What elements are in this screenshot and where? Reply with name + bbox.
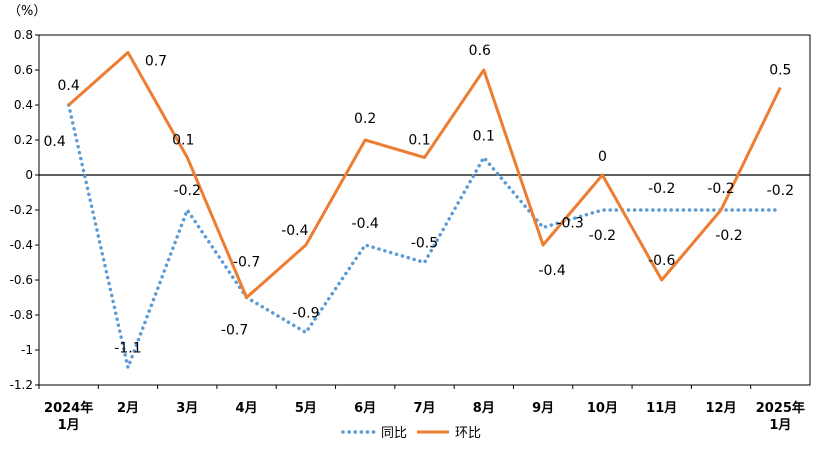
mom-data-label: 0.6 [469,43,491,59]
y-tick-label: -0.2 [10,203,33,217]
yoy-data-label: 0.4 [44,134,66,150]
x-tick-label: 2025年 [756,400,805,416]
legend-label-mom: 环比 [455,426,481,441]
x-tick-label: 2月 [117,401,139,416]
yoy-data-label: -0.2 [767,183,794,199]
y-tick-label: -1.2 [10,378,33,392]
legend-label-yoy: 同比 [381,426,407,441]
x-axis: 2024年 1月 2月 3月 4月 5月 6月 7月 8月 9月 10月 11月 12月 2025年 1月 [38,385,805,433]
x-tick-label: 7月 [413,401,435,416]
y-tick-label: 0 [25,168,33,182]
x-tick-label: 11月 [646,401,677,416]
y-axis: 0.8 0.6 0.4 0.2 0 -0.2 -0.4 -0.6 -0.8 -1 -1.2 [10,28,39,392]
data-labels: 0.4 -1.1 -0.2 -0.7 -0.9 -0.4 -0.5 0.1 -0.3 -0.2 -0… [44,43,794,357]
y-tick-label: 0.8 [14,28,33,42]
yoy-data-label: -0.2 [707,181,734,197]
mom-data-label: 0.4 [58,78,80,94]
yoy-data-label: -0.2 [648,181,675,197]
mom-data-label: 0.1 [408,133,430,149]
x-tick-label: 12月 [705,401,736,416]
y-tick-label: -0.8 [10,308,33,322]
yoy-data-label: 0.1 [473,129,495,145]
yoy-data-label: -0.7 [221,323,248,339]
mom-data-label: 0.2 [354,111,376,127]
y-tick-label: 0.6 [14,63,33,77]
yoy-data-label: -0.2 [589,228,616,244]
x-tick-label: 1月 [769,418,791,433]
mom-data-label: -0.2 [715,228,742,244]
x-tick-label: 1月 [58,418,80,433]
mom-data-label: 0.7 [145,54,167,70]
yoy-data-label: -0.5 [411,236,438,252]
yoy-data-label: -0.9 [292,306,319,322]
mom-data-label: -0.7 [233,255,260,271]
x-tick-label: 3月 [176,401,198,416]
mom-data-label: -0.4 [538,263,565,279]
yoy-data-label: -0.4 [352,216,379,232]
x-tick-label: 8月 [473,401,495,416]
yoy-data-label: -0.3 [556,216,583,232]
y-tick-label: -1 [21,343,33,357]
x-tick-label: 9月 [532,401,554,416]
mom-data-label: 0.1 [172,133,194,149]
x-tick-label: 5月 [295,401,317,416]
y-tick-label: -0.4 [10,238,33,252]
unit-label: （%） [8,4,46,19]
mom-data-label: 0 [598,149,607,165]
series-group [66,51,783,370]
y-tick-label: 0.2 [14,133,33,147]
x-tick-label: 6月 [354,401,376,416]
mom-data-label: 0.5 [769,63,791,79]
yoy-data-label: -1.1 [114,341,141,357]
y-tick-label: 0.4 [14,98,33,112]
mom-data-label: -0.6 [648,253,675,269]
yoy-data-label: -0.2 [174,183,201,199]
x-tick-label: 2024年 [44,400,93,416]
x-tick-label: 4月 [236,401,258,416]
x-tick-label: 10月 [587,401,618,416]
y-tick-label: -0.6 [10,273,33,287]
legend: 同比 环比 [341,426,481,441]
mom-data-label: -0.4 [281,223,308,239]
